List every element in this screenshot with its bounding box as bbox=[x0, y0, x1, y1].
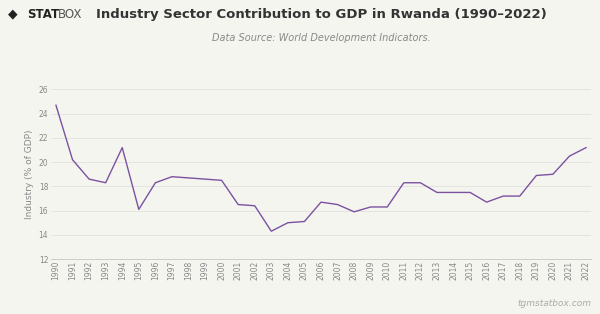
Text: STAT: STAT bbox=[27, 8, 59, 21]
Text: tgmstatbox.com: tgmstatbox.com bbox=[517, 299, 591, 308]
Text: BOX: BOX bbox=[58, 8, 83, 21]
Text: Data Source: World Development Indicators.: Data Source: World Development Indicator… bbox=[212, 33, 430, 43]
Text: Industry Sector Contribution to GDP in Rwanda (1990–2022): Industry Sector Contribution to GDP in R… bbox=[95, 8, 547, 21]
Y-axis label: Industry (% of GDP): Industry (% of GDP) bbox=[25, 129, 34, 219]
Text: ◆: ◆ bbox=[8, 8, 17, 21]
